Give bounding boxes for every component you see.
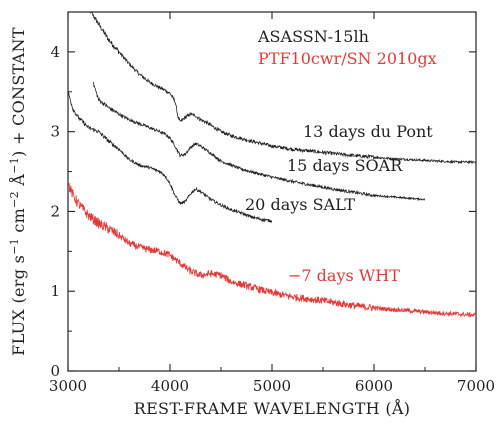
series-line-2	[68, 91, 273, 223]
y-label-exp3: −1	[8, 157, 21, 174]
x-tick-label-6000: 6000	[355, 377, 393, 395]
series-line-3	[68, 182, 476, 318]
y-label-mid2: Å	[8, 174, 28, 191]
y-tick-label-1: 1	[50, 282, 60, 300]
y-tick-label-3: 3	[50, 123, 60, 141]
plot-area: 3000 4000 5000 6000 7000 0 1 2 3 4	[49, 11, 495, 395]
x-tick-label-3000: 3000	[49, 377, 87, 395]
x-axis-label: REST-FRAME WAVELENGTH (Å)	[134, 398, 411, 418]
y-label-mid1: cm	[9, 208, 28, 238]
y-label-post: ) + CONSTANT	[9, 27, 28, 157]
x-tick-label-5000: 5000	[253, 377, 291, 395]
y-label-pre: FLUX (erg s	[9, 255, 28, 356]
annotation-minus-7-days-wht: −7 days WHT	[288, 266, 400, 285]
annotation-15-days-soar: 15 days SOAR	[287, 156, 403, 175]
y-tick-label-4: 4	[50, 43, 60, 61]
series-layer	[68, 12, 476, 318]
y-tick-label-2: 2	[50, 202, 60, 220]
legend-entry-asassn-15lh: ASASSN-15lh	[257, 27, 369, 46]
legend-entry-ptf10cwr: PTF10cwr/SN 2010gx	[258, 49, 437, 68]
y-axis-label: FLUX (erg s−1 cm−2 Å−1) + CONSTANT	[8, 27, 29, 356]
x-tick-label-4000: 4000	[151, 377, 189, 395]
series-line-0	[90, 12, 476, 165]
x-tick-label-7000: 7000	[457, 377, 495, 395]
series-line-1	[93, 81, 426, 202]
annotation-20-days-salt: 20 days SALT	[245, 195, 355, 214]
ticks-layer: 3000 4000 5000 6000 7000 0 1 2 3 4	[49, 12, 495, 395]
y-tick-label-0: 0	[50, 362, 60, 380]
y-label-exp1: −1	[8, 238, 21, 255]
annotation-13-days-du-pont: 13 days du Pont	[303, 122, 433, 141]
y-label-exp2: −2	[8, 191, 21, 208]
